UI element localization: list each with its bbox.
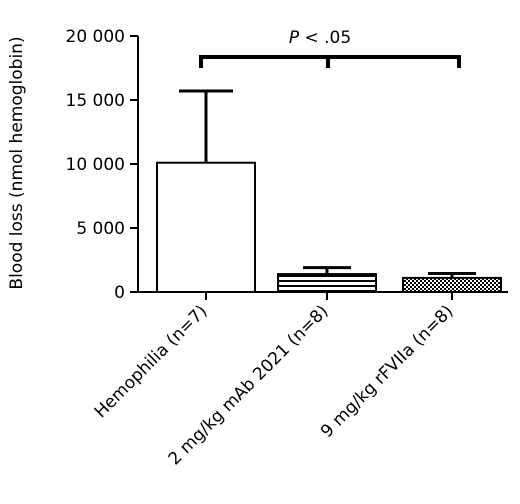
y-tick-label: 20 000	[66, 27, 125, 47]
x-tick-label: 9 mg/kg rFVIIa (n=8)	[317, 301, 457, 441]
bars-group	[156, 89, 502, 300]
y-axis: 0 5 000 10 000 15 000 20 000	[66, 27, 508, 303]
bar	[277, 273, 377, 293]
x-tick-label: Hemophilia (n=7)	[91, 301, 212, 422]
y-tick-label: 5 000	[76, 219, 125, 239]
error-bar	[179, 89, 233, 163]
bracket-line	[199, 55, 461, 68]
y-tick-label: 10 000	[66, 155, 125, 175]
p-value-annotation: P < .05	[289, 28, 351, 48]
error-bar	[428, 271, 476, 278]
y-axis-label: Blood loss (nmol hemoglobin)	[7, 36, 27, 289]
y-tick-label: 15 000	[66, 91, 125, 111]
category-labels: Hemophilia (n=7)2 mg/kg mAb 2021 (n=8)9 …	[91, 301, 458, 469]
bar	[156, 161, 256, 293]
bar	[402, 276, 502, 294]
significance-bracket: P < .05	[199, 28, 461, 68]
y-tick-label: 0	[114, 283, 125, 303]
error-bar	[303, 266, 351, 275]
